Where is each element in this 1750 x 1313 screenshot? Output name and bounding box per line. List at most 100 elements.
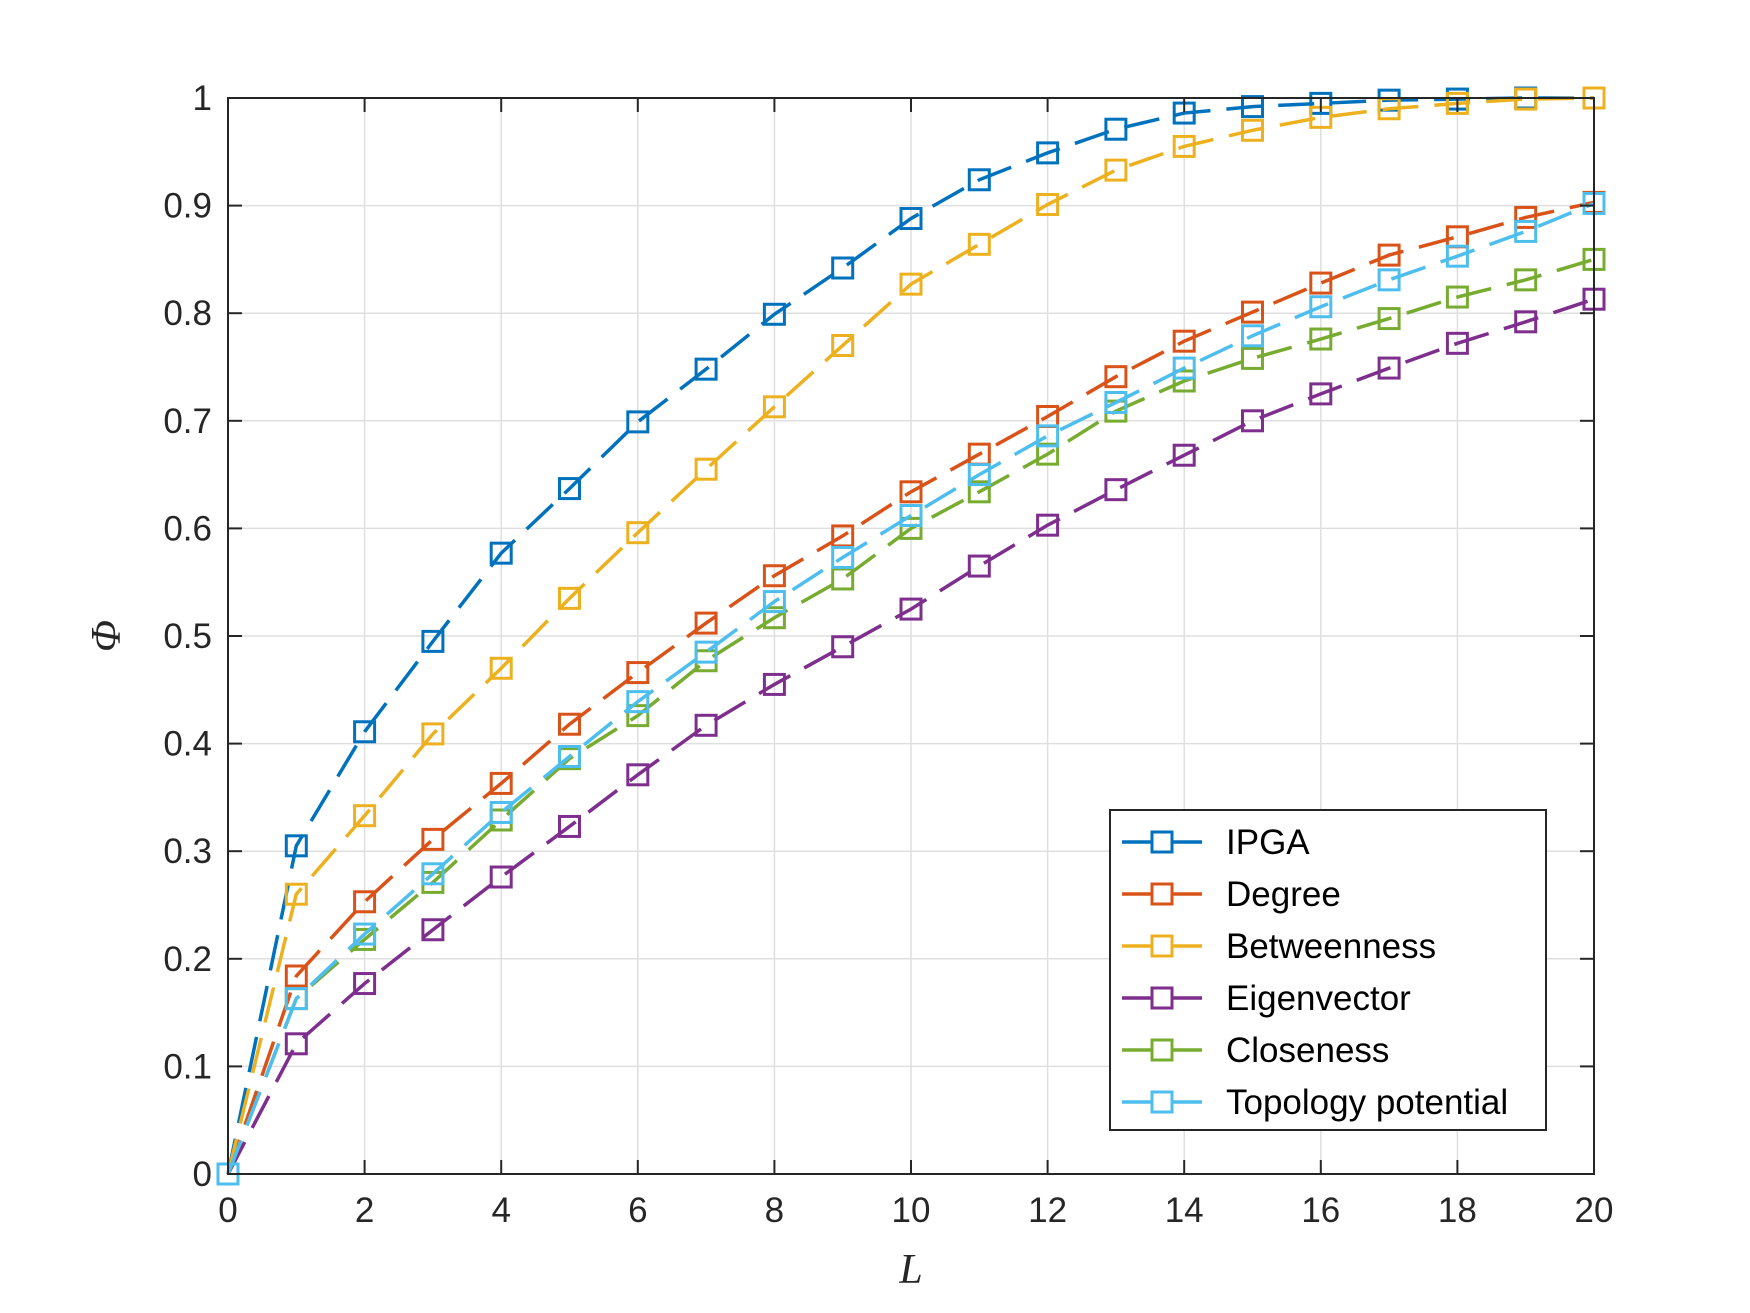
data-point [1036,513,1060,537]
y-tick-label: 0.1 [163,1047,212,1086]
data-point [626,690,650,714]
data-point [967,554,991,578]
data-point [831,635,855,659]
y-axis-label: Φ [84,620,130,652]
legend-box [1109,809,1547,1131]
data-point [1104,117,1128,141]
x-tick-label: 12 [1028,1191,1067,1230]
data-point [1377,356,1401,380]
data-point [353,972,377,996]
data-point [899,597,923,621]
data-point [1172,329,1196,353]
data-point [284,834,308,858]
data-point [1172,134,1196,158]
legend-marker [1150,830,1174,854]
data-point [353,922,377,946]
legend-item: IPGA [1122,823,1310,862]
data-point [626,410,650,434]
legend-marker [1150,1038,1174,1062]
data-point [489,800,513,824]
data-point [831,524,855,548]
x-tick-label: 18 [1438,1191,1477,1230]
series-line [226,96,1594,1175]
data-point [284,1032,308,1056]
data-point [1241,324,1264,348]
data-point [353,890,377,914]
x-tick-label: 2 [355,1191,374,1230]
data-point [489,865,513,889]
data-point [421,629,445,653]
x-axis-label: L [898,1247,922,1293]
y-tick-label: 1 [193,79,212,118]
data-point [1445,285,1469,309]
data-point [626,763,650,787]
x-tick-label: 6 [628,1191,647,1230]
data-point [967,480,991,504]
y-tick-label: 0.8 [163,294,212,333]
data-point [1309,91,1333,115]
data-point [899,480,923,504]
legend-item: Eigenvector [1122,979,1411,1018]
data-point [1036,193,1060,217]
data-point [1036,424,1060,448]
legend-label: IPGA [1226,823,1310,862]
axis-ticks: 0 2 4 6 8 10 12 14 16 18 20 0 0.1 0.2 0.3 0.4 0.5 0.6 0.7 0… [163,79,1613,1230]
legend-item: Degree [1122,875,1341,914]
data-point [558,586,581,610]
data-point [489,656,513,680]
data-point [1241,118,1264,142]
series-line [226,200,1595,1175]
data-point [899,272,923,296]
data-point [831,567,855,591]
data-point [284,987,308,1011]
data-point [1172,443,1196,467]
data-point [1445,331,1469,355]
data-point [558,814,581,838]
data-point [1036,442,1060,466]
data-point [1309,327,1333,351]
data-point [284,964,308,988]
data-point [284,882,308,906]
data-point [1514,219,1538,243]
legend-marker [1150,882,1174,906]
y-tick-label: 0.6 [163,509,212,548]
data-point [1377,243,1401,267]
y-tick-label: 0 [193,1155,212,1194]
data-point [762,590,786,614]
y-tick-label: 0.3 [163,832,212,871]
grid [228,98,1594,1174]
data-point [558,745,581,769]
data-point [831,256,855,280]
data-point [762,302,786,326]
data-point [1445,91,1469,115]
data-point [899,503,923,527]
y-tick-label: 0.5 [163,617,212,656]
data-point [1514,87,1538,111]
x-tick-label: 8 [765,1191,784,1230]
data-point [1241,95,1264,119]
legend-label: Eigenvector [1226,979,1411,1018]
data-point [1377,268,1401,292]
data-point [694,713,718,737]
legend-item: Closeness [1122,1031,1389,1070]
legend-item: Betweenness [1122,927,1436,966]
data-point [1514,205,1538,229]
data-point [1104,391,1128,415]
series-group [216,86,1606,1186]
data-point [1514,268,1538,292]
data-point [1104,158,1128,182]
data-point [1104,478,1128,502]
x-tick-label: 10 [892,1191,931,1230]
x-tick-label: 14 [1165,1191,1204,1230]
legend-marker [1150,934,1174,958]
series-line [226,257,1595,1175]
data-point [762,606,786,630]
data-point [1309,295,1333,319]
data-point [489,541,513,565]
legend-label: Closeness [1226,1031,1389,1070]
data-point [421,722,445,746]
data-point [899,516,923,540]
data-point [967,463,991,487]
x-tick-label: 0 [218,1191,237,1230]
x-tick-label: 16 [1301,1191,1340,1230]
